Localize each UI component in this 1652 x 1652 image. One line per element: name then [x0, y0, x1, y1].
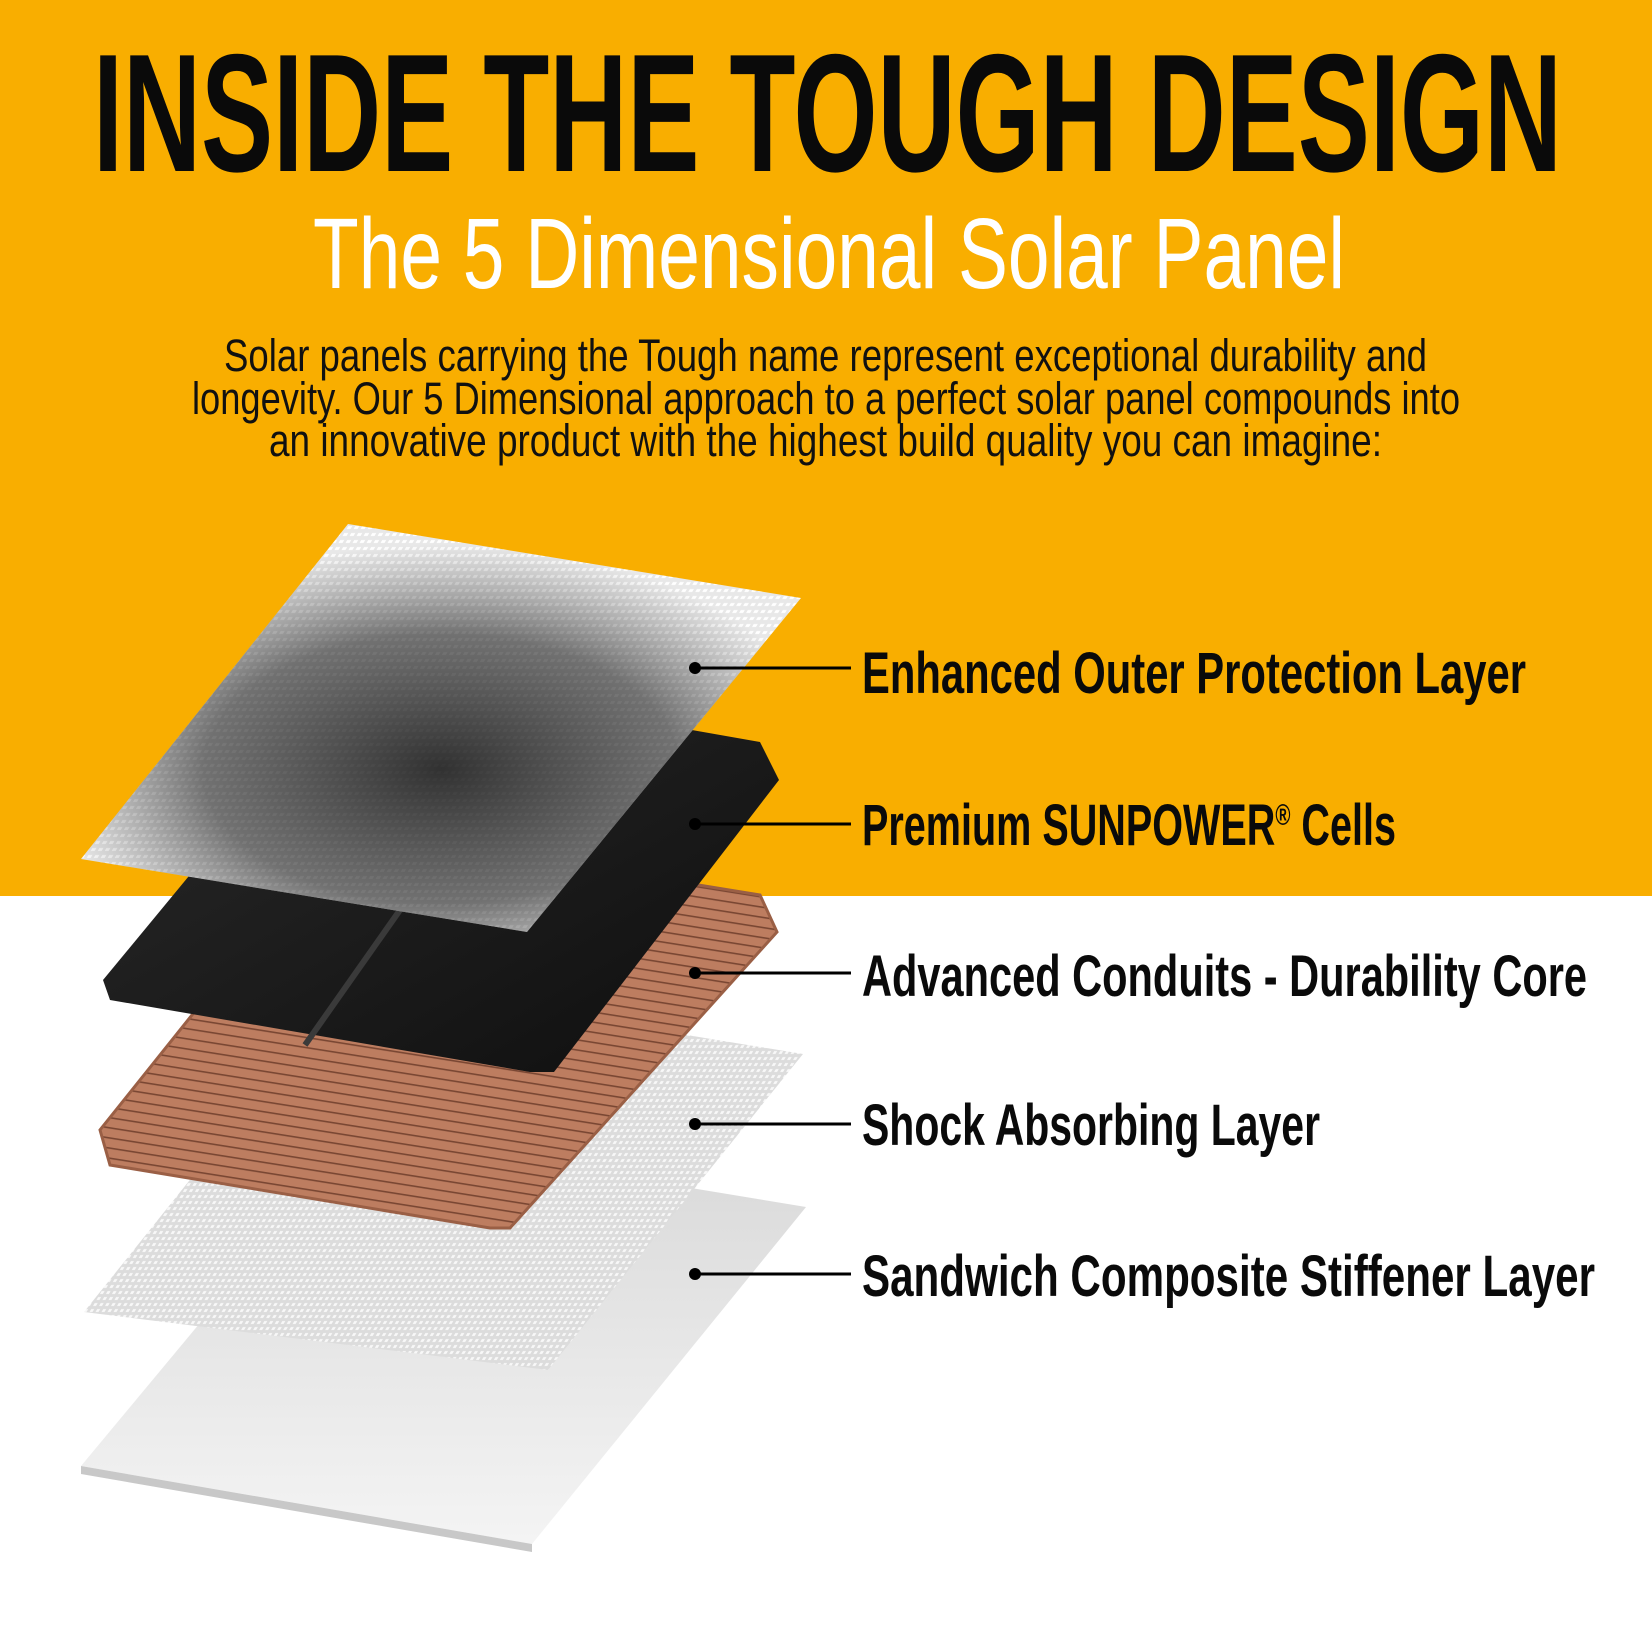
intro-line-2: longevity. Our 5 Dimensional approach to… — [192, 373, 1460, 424]
callout-stiffener: Sandwich Composite Stiffener Layer — [689, 1244, 1595, 1309]
page-subtitle: The 5 Dimensional Solar Panel — [313, 198, 1345, 310]
callout-conduits: Advanced Conduits - Durability Core — [689, 944, 1587, 1009]
layer-label: Premium SUNPOWER® Cells — [862, 793, 1396, 858]
callout-outer-protection: Enhanced Outer Protection Layer — [689, 641, 1526, 706]
layer-label: Shock Absorbing Layer — [862, 1093, 1320, 1158]
callout-cells: Premium SUNPOWER® Cells — [689, 793, 1396, 858]
layer-label: Advanced Conduits - Durability Core — [862, 944, 1587, 1009]
registered-mark: ® — [1275, 799, 1290, 832]
layer-label: Enhanced Outer Protection Layer — [862, 641, 1526, 706]
layer-label: Sandwich Composite Stiffener Layer — [862, 1244, 1595, 1309]
callout-shock-absorbing: Shock Absorbing Layer — [689, 1093, 1320, 1158]
layer-label-suffix: Cells — [1290, 793, 1396, 858]
intro-line-1: Solar panels carrying the Tough name rep… — [224, 330, 1427, 381]
outer-protection-layer-illustration — [81, 524, 801, 932]
page-title: INSIDE THE TOUGH DESIGN — [93, 19, 1562, 207]
intro-line-3: an innovative product with the highest b… — [269, 415, 1382, 466]
layer-label-main: Premium SUNPOWER — [862, 793, 1275, 858]
